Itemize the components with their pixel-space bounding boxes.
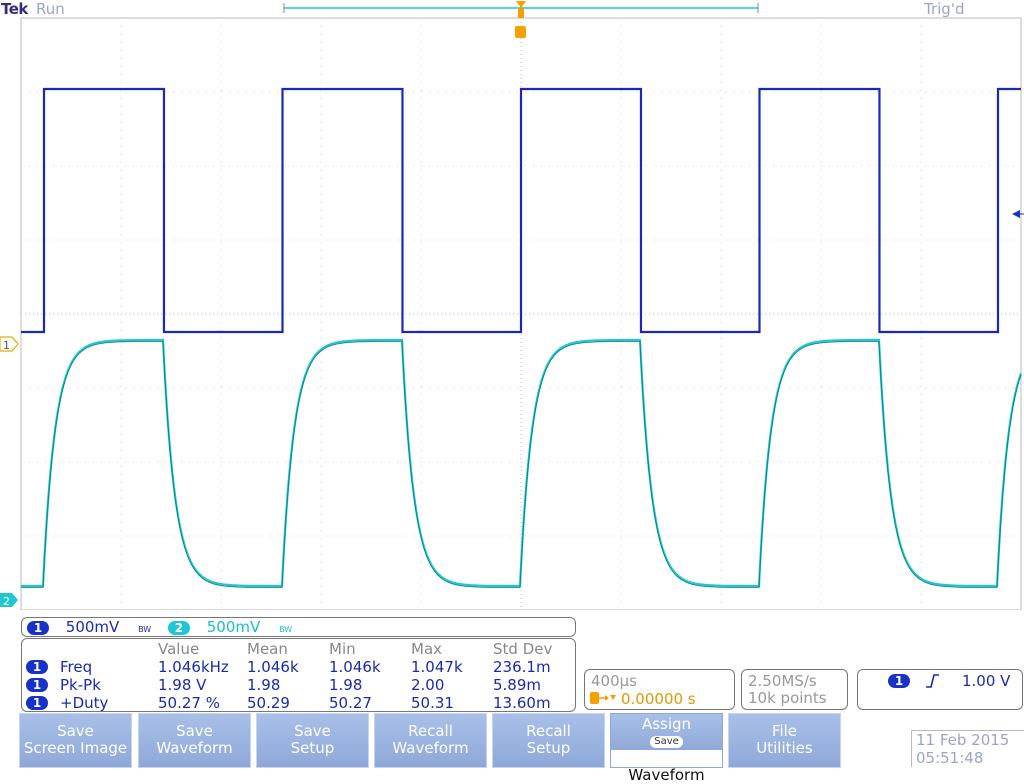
measurement-header-max: Max	[411, 640, 443, 658]
trigger-level: 1.00 V	[962, 672, 1011, 690]
record-length: 10k points	[748, 689, 827, 707]
recall-setup-button[interactable]: Recall Setup	[492, 713, 605, 768]
measurement-channel-badge: 1	[26, 678, 48, 692]
channel-1-scale: 500mV	[65, 618, 120, 636]
measurement-std: 5.89m	[493, 676, 542, 694]
channel-2-ground-marker: 2	[0, 593, 18, 608]
measurement-value: 50.27 %	[158, 694, 220, 712]
save-key-icon: Save	[650, 735, 683, 748]
brand-logo: Tek	[1, 0, 28, 18]
channel-scale-bar[interactable]: 1 500mV BW 2 500mV BW	[21, 617, 576, 637]
channel-1-bw-icon: BW	[138, 625, 152, 634]
measurement-name[interactable]: +Duty	[60, 694, 109, 712]
recall-waveform-button[interactable]: Recall Waveform	[374, 713, 487, 768]
trigger-status: Trig'd	[924, 0, 965, 18]
measurement-header-mean: Mean	[247, 640, 288, 658]
measurement-channel-badge: 1	[26, 696, 48, 710]
channel-1-badge[interactable]: 1	[27, 620, 49, 635]
measurement-mean: 50.29	[247, 694, 290, 712]
measurement-std: 236.1m	[493, 658, 551, 676]
save-waveform-button[interactable]: Save Waveform	[138, 713, 251, 768]
trigger-position-icon	[515, 1, 526, 38]
trigger-level-icon	[1012, 210, 1020, 218]
channel-1-waveform	[21, 87, 1021, 334]
measurement-mean: 1.046k	[247, 658, 299, 676]
assign-save-button[interactable]: Assign Save to Waveform	[610, 713, 723, 784]
measurement-max: 1.047k	[411, 658, 463, 676]
run-status: Run	[36, 0, 65, 18]
measurement-header-min: Min	[329, 640, 356, 658]
measurement-min: 1.046k	[329, 658, 381, 676]
svg-text:1: 1	[3, 339, 10, 352]
trigger-panel[interactable]: 1 1.00 V	[857, 669, 1023, 710]
trigger-delay-icon	[589, 690, 617, 710]
measurement-std: 13.60m	[493, 694, 551, 712]
channel-1-ground-marker: 1	[0, 336, 19, 352]
time-text: 05:51:48	[916, 749, 984, 767]
channel-2-badge[interactable]: 2	[167, 620, 190, 635]
waveform-display: 1 2	[0, 1, 1024, 610]
measurement-header-std-dev: Std Dev	[493, 640, 553, 658]
timebase-panel[interactable]: 400µs 0.00000 s	[584, 669, 735, 710]
trigger-source-badge: 1	[888, 674, 910, 688]
channel-2-scale: 500mV	[206, 618, 261, 636]
save-screen-image-button[interactable]: Save Screen Image	[19, 713, 132, 768]
measurement-name[interactable]: Freq	[60, 658, 93, 676]
save-setup-button[interactable]: Save Setup	[256, 713, 369, 768]
datetime-box: 11 Feb 2015 05:51:48	[911, 730, 1024, 767]
measurement-channel-badge: 1	[26, 660, 48, 674]
measurement-min: 1.98	[329, 676, 363, 694]
measurement-name[interactable]: Pk-Pk	[60, 676, 101, 694]
measurement-max: 50.31	[411, 694, 454, 712]
measurement-header-value: Value	[158, 640, 200, 658]
horizontal-position: 0.00000 s	[621, 690, 696, 708]
date-text: 11 Feb 2015	[916, 731, 1010, 749]
sample-rate: 2.50MS/s	[748, 672, 817, 690]
measurement-mean: 1.98	[247, 676, 281, 694]
rising-edge-icon	[924, 672, 940, 694]
measurement-value: 1.046kHz	[158, 658, 229, 676]
measurement-value: 1.98 V	[158, 676, 207, 694]
svg-text:2: 2	[3, 595, 10, 608]
measurement-min: 50.27	[329, 694, 372, 712]
status-bar: Tek Run Trig'd	[0, 0, 1024, 18]
measurement-max: 2.00	[411, 676, 445, 694]
channel-2-waveform-shadow	[21, 341, 1022, 588]
channel-2-bw-icon: BW	[279, 625, 293, 634]
measurements-panel: Value Mean Min Max Std Dev 1 Freq 1.046kHz…	[21, 638, 576, 712]
acquisition-panel[interactable]: 2.50MS/s 10k points	[741, 669, 848, 710]
horizontal-scale: 400µs	[591, 672, 637, 690]
file-utilities-button[interactable]: File Utilities	[728, 713, 841, 768]
